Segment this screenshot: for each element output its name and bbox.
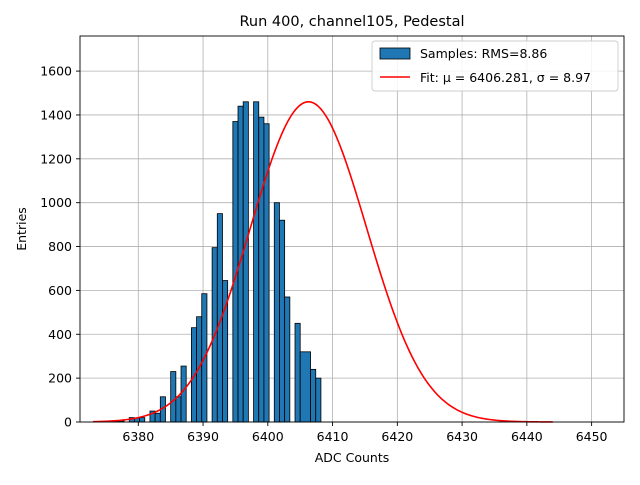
- legend: Samples: RMS=8.86 Fit: μ = 6406.281, σ =…: [371, 40, 619, 92]
- histogram-bar: [242, 101, 249, 423]
- x-tick-label: 6420: [381, 429, 413, 444]
- histogram-bar: [310, 368, 317, 423]
- fit-curve: [92, 101, 553, 423]
- x-tick-label: 6450: [576, 429, 608, 444]
- legend-histogram-swatch: [379, 47, 411, 60]
- y-tick-label: 400: [48, 327, 72, 342]
- histogram-bars: [113, 101, 322, 423]
- y-tick-label: 200: [48, 371, 72, 386]
- y-axis-label: Entries: [14, 207, 29, 251]
- legend-histogram-label: Samples: RMS=8.86: [420, 46, 547, 61]
- histogram-bar: [279, 219, 286, 423]
- histogram-bar: [253, 101, 260, 423]
- histogram-bar: [180, 365, 187, 423]
- y-tick-label: 600: [48, 283, 72, 298]
- histogram-bar: [284, 296, 291, 423]
- y-tick-label: 800: [48, 239, 72, 254]
- chart-title: Run 400, channel105, Pedestal: [239, 14, 464, 30]
- y-tick-label: 1000: [40, 195, 72, 210]
- x-tick-label: 6430: [446, 429, 478, 444]
- histogram-bar: [139, 417, 146, 423]
- y-tick-label: 1400: [40, 107, 72, 122]
- x-axis-ticks: 6380 6390 6400 6410 6420 6430 6440 6450: [122, 422, 608, 444]
- histogram-bar: [294, 322, 301, 423]
- y-tick-label: 0: [64, 415, 72, 430]
- x-tick-label: 6380: [122, 429, 154, 444]
- x-axis-label: ADC Counts: [315, 450, 390, 465]
- histogram-bar: [315, 377, 322, 423]
- x-tick-label: 6440: [511, 429, 543, 444]
- legend-fit-label: Fit: μ = 6406.281, σ = 8.97: [420, 70, 591, 85]
- histogram-bar: [175, 396, 182, 423]
- y-tick-label: 1200: [40, 151, 72, 166]
- histogram-bar: [299, 351, 311, 423]
- histogram-bar: [154, 412, 161, 423]
- x-tick-label: 6400: [252, 429, 284, 444]
- histogram-bar: [170, 371, 177, 423]
- plot-area-frame: [79, 35, 625, 423]
- histogram-bar: [258, 116, 265, 423]
- y-axis-ticks: 0 200 400 600 800 1000 1200 1400 1600: [40, 64, 80, 430]
- legend-box: [371, 40, 619, 92]
- histogram-bar: [273, 202, 280, 423]
- x-tick-label: 6410: [317, 429, 349, 444]
- x-tick-label: 6390: [187, 429, 219, 444]
- y-tick-label: 1600: [40, 64, 72, 79]
